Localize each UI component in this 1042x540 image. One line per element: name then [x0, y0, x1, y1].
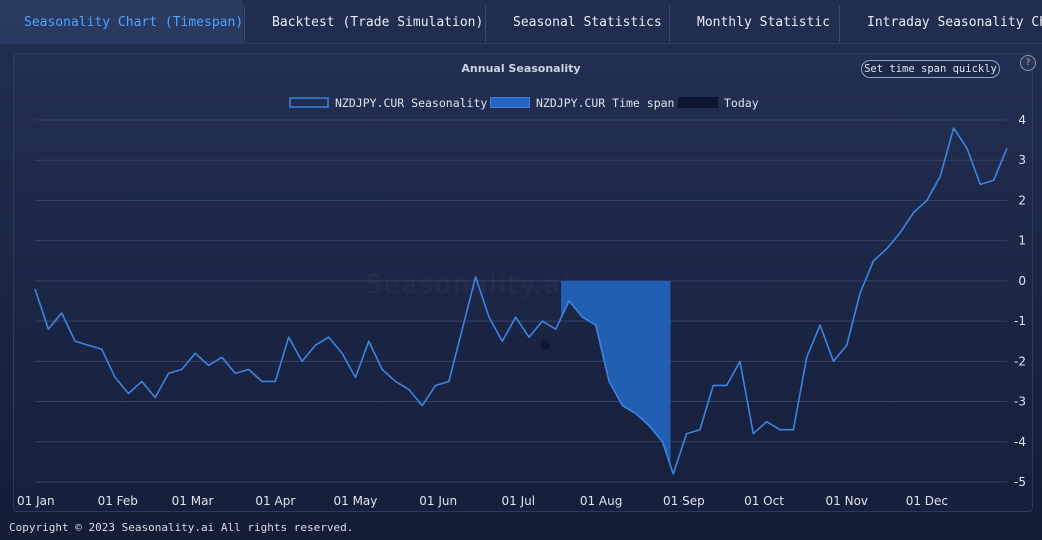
tab-divider	[839, 6, 840, 42]
tab-bar: Seasonality Chart (Timespan) Backtest (T…	[0, 0, 1042, 46]
tab-seasonal-statistics[interactable]: Seasonal Statistics	[513, 15, 662, 30]
tab-monthly-statistic[interactable]: Monthly Statistic	[697, 15, 831, 30]
tab-divider	[669, 6, 670, 42]
y-tick-label: 0	[1018, 274, 1026, 288]
seasonality-line	[34, 127, 1008, 475]
x-tick-label: 01 May	[333, 494, 377, 508]
legend-swatch-fill	[490, 97, 530, 108]
y-tick-label: 1	[1018, 234, 1026, 248]
x-tick-label: 01 Jun	[419, 494, 457, 508]
x-tick-label: 01 Apr	[255, 494, 295, 508]
legend-label: Today	[724, 96, 759, 110]
y-tick-label: -1	[1014, 314, 1026, 328]
tab-bar-border	[0, 43, 1042, 44]
chart-series	[34, 127, 1008, 475]
tab-backtest[interactable]: Backtest (Trade Simulation)	[272, 15, 484, 30]
y-axis-ticks: 4 3 2 1 0 -1 -2 -3 -4 -5	[1014, 113, 1026, 489]
y-tick-label: -2	[1014, 354, 1026, 368]
x-tick-label: 01 Oct	[744, 494, 784, 508]
x-tick-label: 01 Jan	[17, 494, 55, 508]
x-tick-label: 01 Dec	[906, 494, 948, 508]
x-tick-label: 01 Sep	[663, 494, 705, 508]
x-tick-label: 01 Nov	[826, 494, 869, 508]
x-tick-label: 01 Jul	[502, 494, 536, 508]
legend-label: NZDJPY.CUR Seasonality	[335, 96, 488, 110]
today-marker	[540, 340, 551, 351]
help-icon[interactable]: ?	[1020, 55, 1036, 71]
legend-label: NZDJPY.CUR Time span	[536, 96, 675, 110]
x-tick-label: 01 Feb	[98, 494, 138, 508]
tab-divider	[485, 6, 486, 42]
y-tick-label: -5	[1014, 475, 1026, 489]
tab-intraday-seasonality[interactable]: Intraday Seasonality Chart	[867, 15, 1042, 30]
x-tick-label: 01 Aug	[580, 494, 623, 508]
grid-lines	[35, 119, 1007, 483]
legend-seasonality[interactable]: NZDJPY.CUR Seasonality	[289, 96, 488, 110]
y-tick-label: 2	[1018, 193, 1026, 207]
copyright-footer: Copyright © 2023 Seasonality.ai All righ…	[9, 521, 354, 534]
tab-seasonality-chart[interactable]: Seasonality Chart (Timespan)	[0, 0, 243, 43]
time-span-area	[561, 280, 671, 466]
legend-swatch-today	[678, 97, 718, 108]
legend-today[interactable]: Today	[678, 96, 768, 110]
y-tick-label: 4	[1018, 113, 1026, 127]
x-axis-ticks: 01 Jan 01 Feb 01 Mar 01 Apr 01 May 01 Jun 01 J…	[17, 494, 948, 508]
set-time-span-button[interactable]: Set time span quickly	[861, 60, 1000, 78]
legend-time-span[interactable]: NZDJPY.CUR Time span	[490, 96, 675, 110]
legend-swatch-outline	[289, 97, 329, 108]
x-tick-label: 01 Mar	[172, 494, 214, 508]
chart-panel	[13, 53, 1033, 512]
tab-divider	[244, 6, 245, 42]
y-tick-label: -4	[1014, 435, 1026, 449]
y-tick-label: -3	[1014, 395, 1026, 409]
y-tick-label: 3	[1018, 153, 1026, 167]
